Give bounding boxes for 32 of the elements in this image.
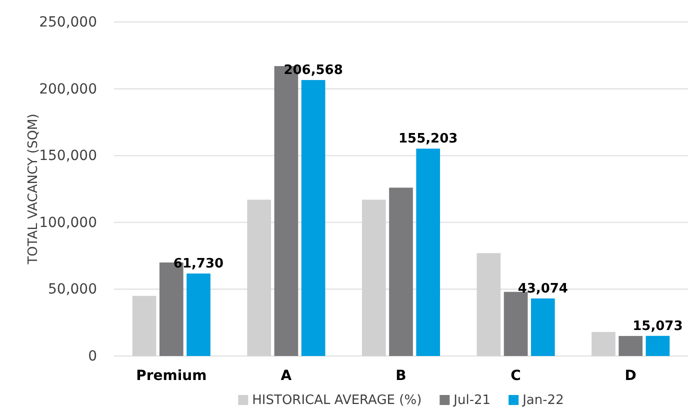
legend-label: HISTORICAL AVERAGE (%) xyxy=(252,393,422,408)
y-tick-label: 0 xyxy=(88,348,97,364)
y-tick-label: 250,000 xyxy=(39,14,97,30)
legend-label: Jul-21 xyxy=(452,393,491,408)
x-tick-label: C xyxy=(510,368,521,384)
legend-label: Jan-22 xyxy=(522,393,564,408)
x-tick-label: Premium xyxy=(136,368,207,384)
bar xyxy=(247,200,272,356)
y-tick-label: 100,000 xyxy=(39,214,97,231)
bar xyxy=(592,332,616,356)
data-label: 43,074 xyxy=(518,281,568,296)
bar xyxy=(186,274,210,356)
y-tick-label: 50,000 xyxy=(48,282,97,298)
x-tick-label: D xyxy=(624,368,636,384)
bar xyxy=(301,80,326,356)
x-tick-label: A xyxy=(280,368,292,384)
data-label: 15,073 xyxy=(632,318,683,334)
bar xyxy=(132,296,156,356)
bar xyxy=(646,336,670,356)
y-tick-label: 150,000 xyxy=(39,148,97,164)
data-label: 206,568 xyxy=(284,63,343,78)
x-tick-label: B xyxy=(396,368,406,384)
y-axis-title: TOTAL VACANCY (SQM) xyxy=(26,114,41,266)
bar xyxy=(476,253,501,356)
bar xyxy=(416,148,440,356)
y-tick-label: 200,000 xyxy=(39,81,97,98)
bar xyxy=(389,188,413,356)
bar xyxy=(618,336,643,356)
bar xyxy=(530,298,555,356)
data-label: 155,203 xyxy=(398,132,458,147)
data-label: 61,730 xyxy=(173,256,224,272)
bar xyxy=(362,200,386,356)
